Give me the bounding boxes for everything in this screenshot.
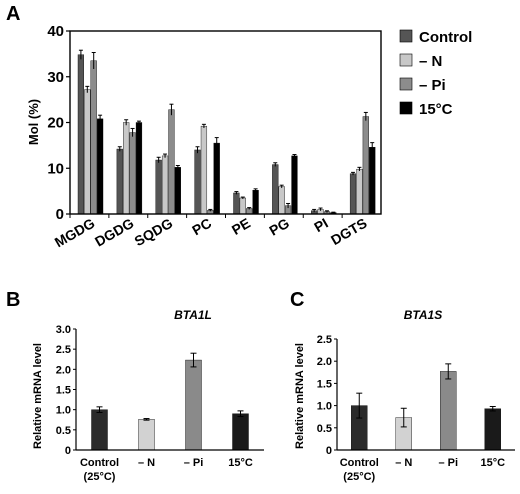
chart-b-xtick-sublabel: (25°C) (84, 471, 116, 483)
panel-letter-a: A (6, 3, 20, 25)
chart-b-ytick-label: 0 (65, 445, 71, 457)
chart-a-legend-label: – Pi (419, 77, 446, 94)
chart-b-ytick-label: 2.5 (56, 344, 71, 356)
chart-a-ytick-label: 0 (56, 206, 64, 223)
chart-a-bar (174, 167, 181, 215)
chart-a-bar (90, 60, 97, 215)
chart-a-bar (349, 173, 357, 215)
chart-b-xtick-label: – Pi (184, 457, 204, 469)
chart-c-ylabel: Relative mRNA level (294, 343, 306, 449)
chart-a-bar (84, 89, 91, 215)
chart-b-bar (232, 413, 249, 451)
chart-c-ytick-label: 0.5 (317, 423, 332, 435)
chart-a-bar (161, 155, 169, 215)
chart-a-bar (362, 116, 369, 215)
chart-b-xtick-label: – N (138, 457, 155, 469)
chart-c-ytick-label: 2.0 (317, 356, 332, 368)
chart-b: BTA1L Relative mRNA level 0 0.5 1.0 1.5 2.0 2… (32, 308, 264, 483)
chart-a-legend-swatch (399, 53, 413, 67)
chart-b-ytick-label: 1.0 (56, 405, 71, 417)
chart-a-ytick-label: 10 (47, 160, 64, 177)
chart-b-xtick-label: Control (80, 457, 119, 469)
chart-a-bar (213, 142, 220, 215)
panel-letter-b: B (6, 289, 20, 311)
chart-c-title: BTA1S (404, 308, 442, 322)
chart-b-title: BTA1L (174, 308, 212, 322)
chart-a-bar (200, 125, 208, 215)
chart-a-bar (278, 186, 285, 215)
chart-c-xtick-label: – Pi (438, 457, 458, 469)
chart-c: BTA1S Relative mRNA level 0 0.5 1.0 1.5 2.0 2… (294, 308, 515, 483)
chart-a-bar (194, 149, 201, 215)
chart-c-xtick-sublabel: (25°C) (343, 471, 375, 483)
chart-a-bar (77, 54, 85, 215)
chart-a-bar (356, 168, 363, 215)
chart-c-ytick-label: 1.0 (317, 401, 332, 413)
chart-c-ytick-label: 0 (326, 445, 332, 457)
chart-a-ytick-label: 20 (47, 115, 64, 132)
chart-a-legend-swatch (399, 101, 413, 115)
chart-a-xtick-label: PI (311, 215, 330, 235)
chart-a-bar (123, 122, 130, 215)
chart-a-bar (135, 122, 143, 215)
chart-b-ytick-label: 2.0 (56, 364, 71, 376)
chart-a-bar (155, 159, 162, 215)
chart-c-xtick-label: – N (395, 457, 412, 469)
chart-a-ylabel: Mol (%) (26, 99, 41, 145)
chart-a-legend-label: Control (419, 29, 472, 46)
chart-a-bar (168, 109, 175, 215)
chart-a-bar (233, 192, 240, 215)
chart-c-xtick-label: Control (340, 457, 379, 469)
chart-b-xtick-label: 15°C (228, 457, 253, 469)
chart-b-bar (185, 359, 202, 451)
chart-a-bar (96, 118, 104, 215)
chart-a-bar (239, 197, 246, 215)
panel-letter-c: C (290, 289, 304, 311)
chart-a-ytick-label: 40 (47, 23, 64, 40)
chart-b-bar (138, 419, 155, 451)
chart-b-bar (91, 409, 108, 451)
chart-a-xtick-label: SQDG (132, 215, 176, 250)
chart-a-legend-swatch (399, 77, 413, 91)
chart-a-legend-label: – N (419, 53, 442, 70)
chart-a-xtick-label: PG (266, 215, 292, 239)
chart-c-bar (484, 408, 501, 451)
chart-a-xtick-label: PC (189, 215, 214, 239)
chart-a-bar (129, 132, 136, 215)
chart-a-bar (291, 155, 298, 215)
chart-a-ytick-label: 30 (47, 69, 64, 86)
chart-c-ytick-label: 2.5 (317, 334, 332, 346)
chart-a-bar (252, 190, 259, 215)
chart-a-bar (116, 148, 123, 215)
chart-a-plot-frame (69, 30, 382, 215)
chart-a-bar (272, 164, 279, 215)
chart-c-bar (440, 371, 457, 451)
chart-a-xtick-label: PE (229, 215, 253, 238)
chart-a-legend-label: 15°C (419, 101, 453, 118)
chart-c-xtick-label: 15°C (480, 457, 505, 469)
chart-b-ytick-label: 0.5 (56, 425, 71, 437)
chart-a-xtick-label: DGDG (92, 215, 136, 250)
chart-a-legend-swatch (399, 29, 413, 43)
chart-b-ytick-label: 1.5 (56, 385, 71, 397)
chart-b-ytick-label: 3.0 (56, 324, 71, 336)
chart-a-bar (369, 147, 376, 215)
chart-c-ytick-label: 1.5 (317, 378, 332, 390)
chart-a-xtick-label: DGTS (328, 215, 370, 248)
chart-b-ylabel: Relative mRNA level (32, 343, 44, 449)
